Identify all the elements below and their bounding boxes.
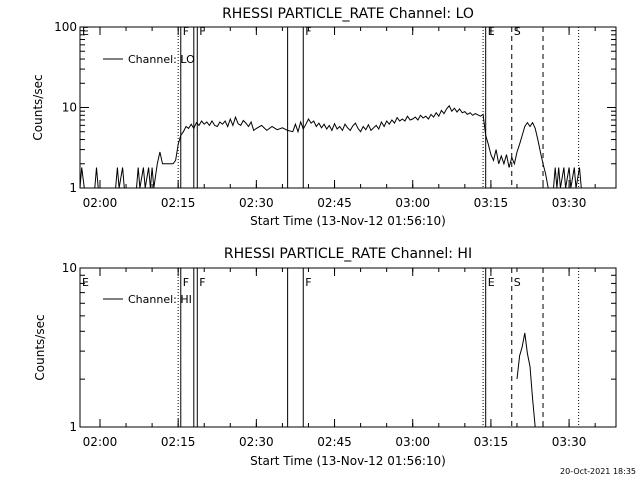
legend-label: Channel: HI [128, 293, 192, 306]
chart-title: RHESSI PARTICLE_RATE Channel: HI [224, 246, 472, 262]
chart-panel-lo: RHESSI PARTICLE_RATE Channel: LO 02:00 02:… [31, 6, 617, 228]
event-marker-label: E [82, 276, 89, 289]
event-marker-label: E [82, 25, 89, 38]
event-marker-label: S [514, 276, 521, 289]
x-tick-label: 03:30 [552, 196, 587, 210]
x-tick-label: 03:15 [474, 435, 509, 449]
series-line [79, 104, 582, 189]
plot-frame [79, 26, 617, 189]
x-tick-label: 03:15 [474, 196, 509, 210]
event-marker-label: E [488, 276, 495, 289]
event-marker-label: F [199, 276, 205, 289]
event-marker-label: F [183, 25, 189, 38]
plot-frame [79, 267, 617, 428]
event-marker-label: S [514, 25, 521, 38]
event-marker-label: F [199, 25, 205, 38]
x-tick-label: 02:15 [161, 435, 196, 449]
x-tick-label: 03:00 [395, 435, 430, 449]
x-tick-label: 02:00 [83, 435, 118, 449]
x-tick-label: 03:00 [395, 196, 430, 210]
y-tick-label: 1 [69, 420, 77, 434]
event-marker-label: E [488, 25, 495, 38]
chart-panel-hi: RHESSI PARTICLE_RATE Channel: HI 02:00 02:… [33, 246, 617, 468]
legend-label: Channel: LO [128, 53, 195, 66]
event-marker-label: F [183, 276, 189, 289]
x-tick-label: 02:30 [239, 435, 274, 449]
event-marker-label: F [305, 25, 311, 38]
x-tick-label: 02:30 [239, 196, 274, 210]
x-tick-label: 02:45 [317, 435, 352, 449]
x-tick-label: 03:30 [552, 435, 587, 449]
y-axis-label: Counts/sec [31, 74, 45, 140]
y-tick-label: 10 [62, 261, 77, 275]
y-tick-label: 10 [62, 101, 77, 115]
x-axis-label: Start Time (13-Nov-12 01:56:10) [250, 454, 446, 468]
event-marker-label: F [305, 276, 311, 289]
y-tick-label: 100 [54, 20, 77, 34]
x-tick-label: 02:00 [83, 196, 118, 210]
timestamp-stamp: 20-Oct-2021 18:35 [560, 467, 636, 476]
y-tick-label: 1 [69, 181, 77, 195]
series-line [516, 332, 536, 428]
x-tick-label: 02:15 [161, 196, 196, 210]
chart-title: RHESSI PARTICLE_RATE Channel: LO [222, 6, 474, 22]
x-axis-label: Start Time (13-Nov-12 01:56:10) [250, 214, 446, 228]
x-tick-label: 02:45 [317, 196, 352, 210]
y-axis-label: Counts/sec [33, 314, 47, 380]
